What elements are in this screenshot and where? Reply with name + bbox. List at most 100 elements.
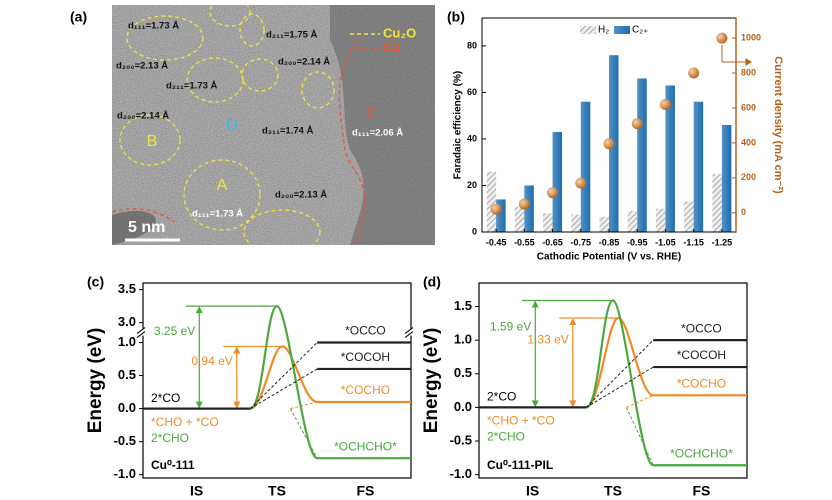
scatter-point (716, 32, 728, 44)
x-tick-label: -0.75 (571, 237, 592, 247)
final-state-label: *COCOH (341, 350, 390, 364)
y2-tick-label: 0 (741, 207, 746, 217)
initial-state-label: *CHO + *CO (487, 414, 555, 428)
arrow-head (195, 401, 203, 409)
d-spacing-label: d₂₀₀=2.13 Å (275, 190, 327, 201)
y-tick-label: 1.0 (454, 332, 472, 347)
d-spacing-label: d₂₁₁=1.74 Å (262, 126, 314, 137)
final-state-label: *COCHO (341, 383, 390, 397)
profile-label: Cu⁰-111-PIL (487, 458, 553, 472)
y-tick-label: 40 (467, 133, 477, 143)
scatter-point (518, 198, 530, 210)
barrier-label: 1.59 eV (490, 319, 531, 333)
x-tick-label: -1.05 (655, 237, 676, 247)
initial-state-label: 2*CO (487, 390, 516, 404)
dashed-path (290, 401, 318, 410)
scatter-point (547, 187, 559, 199)
bar (543, 213, 553, 232)
final-state-label: *COCHO (677, 376, 726, 390)
arrow-head (233, 401, 241, 409)
reaction-curve (585, 299, 747, 467)
plot-frame (478, 282, 748, 479)
y-axis-label: Energy (eV) (421, 328, 442, 434)
bar (524, 185, 534, 232)
y-tick-label: 20 (467, 180, 477, 190)
x-tick-label: FS (692, 483, 710, 499)
bar (721, 125, 732, 232)
scatter-point (575, 177, 587, 189)
region-label: C (366, 105, 378, 122)
panel-label: (d) (423, 274, 441, 290)
y-axis-label: Energy (eV) (85, 328, 106, 434)
barrier-label: 3.25 eV (154, 324, 195, 338)
legend-swatch (614, 26, 630, 34)
bar (496, 199, 506, 232)
dashed-path (625, 407, 654, 466)
bar (637, 78, 647, 232)
barrier-label: 1.33 eV (527, 332, 568, 346)
panel-label: (c) (87, 274, 104, 290)
final-state-label: *COCOH (677, 348, 726, 362)
x-tick-label: TS (268, 483, 286, 499)
x-tick-label: -0.55 (514, 237, 535, 247)
scatter-point (490, 203, 502, 215)
d-spacing-label: d₁₁₁=1.73 Å (192, 209, 243, 220)
y-tick-label: -1.0 (450, 466, 472, 481)
bar (655, 208, 666, 232)
region-label: A (217, 177, 228, 194)
initial-state-label: 2*CO (151, 391, 180, 405)
arrow-head (195, 306, 203, 314)
dashed-path (249, 342, 318, 409)
y-axis-label: Faradaic efficiency (%) (453, 71, 464, 179)
d-spacing-label: d₂₁₁=1.75 Å (266, 30, 318, 41)
scatter-point (659, 98, 671, 110)
barrier-label: 0.94 eV (191, 354, 232, 368)
profile-label: Cu⁰-111 (151, 458, 195, 472)
legend-label: C₂₊ (632, 25, 648, 36)
dashed-path (249, 368, 318, 410)
scatter-point (631, 118, 643, 130)
initial-state-label: 2*CHO (487, 430, 525, 444)
d-spacing-label: d₁₁₁=1.73 Å (128, 21, 179, 32)
bar (693, 101, 704, 232)
y-tick-label: 0.5 (454, 365, 472, 380)
dashed-path (626, 394, 654, 408)
bar (684, 201, 694, 232)
y2-tick-label: 400 (741, 137, 756, 147)
y-tick-label: 1.0 (118, 334, 136, 349)
bar (627, 211, 638, 232)
legend-label: Cu₂O (383, 25, 416, 40)
y2-axis-label: Current density (mA cm⁻²) (772, 56, 784, 194)
bar (486, 171, 497, 232)
y-tick-label: -1.0 (114, 466, 136, 481)
x-tick-label: -0.65 (542, 237, 563, 247)
final-state-label: *OCHCHO* (334, 439, 397, 453)
axis-pointer (721, 45, 752, 66)
y-tick-label: -0.5 (450, 432, 472, 447)
d-spacing-label: d₁₁₁=2.06 Å (352, 128, 403, 139)
dashed-path (585, 339, 654, 408)
y2-tick-label: 800 (741, 67, 756, 77)
x-tick-label: IS (526, 483, 539, 499)
arrow-head (531, 400, 539, 408)
arrow-head (531, 300, 539, 308)
y-tick-label: 1.5 (454, 298, 472, 313)
d-spacing-label: d₂₁₁=1.73 Å (166, 81, 218, 92)
bar (552, 131, 563, 232)
axis-break (404, 331, 414, 338)
arrow-head (569, 317, 577, 325)
y2-tick-label: 1000 (741, 32, 761, 42)
x-tick-label: -0.45 (486, 237, 507, 247)
reaction-curve (585, 316, 747, 409)
image-legend-lines (350, 33, 380, 49)
arrow-head (233, 346, 241, 354)
scatter-point (603, 138, 615, 150)
x-tick-label: -1.15 (683, 237, 704, 247)
final-state-label: *OCHCHO* (670, 446, 733, 460)
bar (712, 173, 722, 232)
x-axis-label: Cathodic Potential (V vs. RHE) (537, 252, 681, 263)
axis-break (404, 327, 414, 334)
y-tick-label: 0.5 (118, 367, 136, 382)
legend-label: H₂ (598, 25, 609, 36)
